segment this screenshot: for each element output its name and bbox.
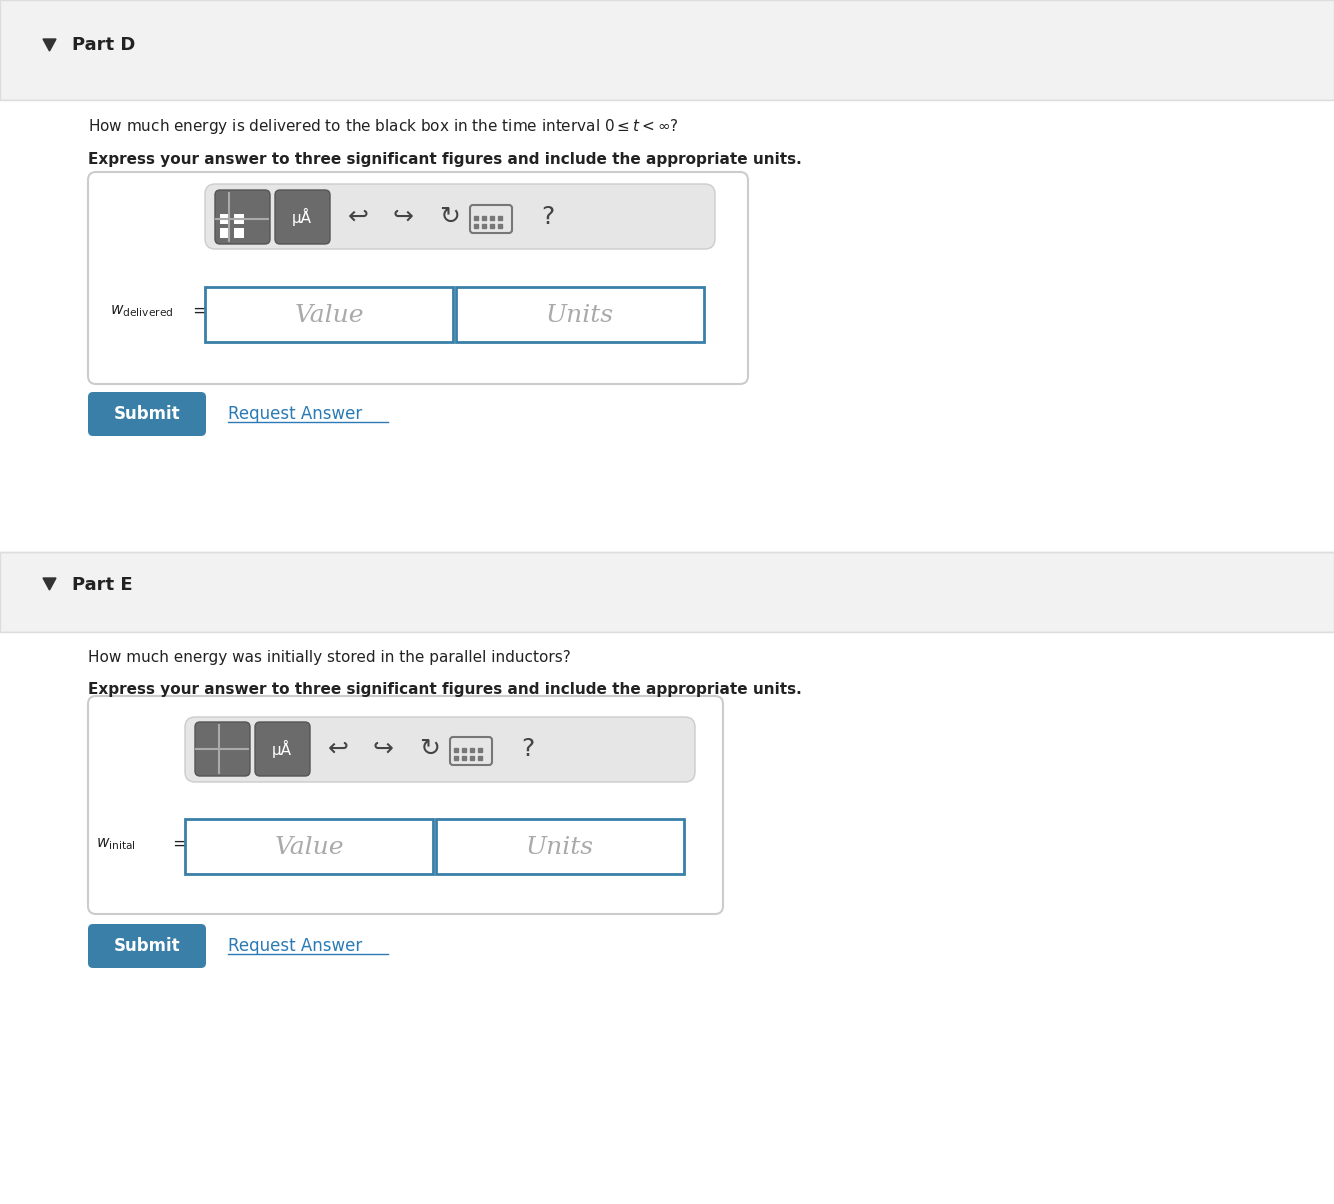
Text: Part E: Part E [72,576,132,594]
FancyBboxPatch shape [185,718,695,783]
Text: ↻: ↻ [419,737,440,761]
Text: Value: Value [295,303,364,326]
Bar [233,214,244,224]
FancyBboxPatch shape [255,722,309,777]
FancyBboxPatch shape [275,190,329,244]
Bar [205,287,454,342]
Text: ↪: ↪ [372,737,394,761]
Text: Value: Value [275,836,344,858]
Bar [0,0,1334,100]
Text: ?: ? [522,737,535,761]
Text: μÅ: μÅ [272,740,292,759]
Text: ↪: ↪ [392,205,414,229]
Bar [220,228,229,238]
FancyBboxPatch shape [88,696,723,914]
FancyBboxPatch shape [195,722,249,777]
Text: ↻: ↻ [439,205,460,229]
Text: Units: Units [546,303,614,326]
Text: μÅ: μÅ [292,208,312,226]
Text: Units: Units [526,836,594,858]
Bar [0,632,1334,1204]
Text: =: = [192,302,207,320]
Polygon shape [43,39,56,51]
FancyBboxPatch shape [88,393,205,436]
Text: Request Answer: Request Answer [228,937,363,955]
Text: $w_{\mathrm{delivered}}$: $w_{\mathrm{delivered}}$ [109,303,173,319]
Text: $w_{\mathrm{inital}}$: $w_{\mathrm{inital}}$ [96,836,136,852]
FancyBboxPatch shape [205,184,715,249]
Bar [0,100,1334,604]
Text: Express your answer to three significant figures and include the appropriate uni: Express your answer to three significant… [88,681,802,697]
Bar [436,819,684,874]
FancyBboxPatch shape [215,190,269,244]
Bar [220,214,229,224]
Text: Submit: Submit [113,937,180,955]
Text: ↩: ↩ [328,737,348,761]
FancyBboxPatch shape [88,923,205,968]
FancyBboxPatch shape [88,172,748,384]
Text: Express your answer to three significant figures and include the appropriate uni: Express your answer to three significant… [88,152,802,167]
Text: ?: ? [542,205,555,229]
Text: How much energy was initially stored in the parallel inductors?: How much energy was initially stored in … [88,650,571,665]
Text: =: = [172,836,187,852]
Bar [185,819,434,874]
Polygon shape [43,578,56,590]
Bar [0,551,1334,632]
Text: ↩: ↩ [347,205,368,229]
Text: Request Answer: Request Answer [228,405,363,423]
Bar [456,287,704,342]
Text: Part D: Part D [72,36,135,54]
Bar [233,228,244,238]
Text: How much energy is delivered to the black box in the time interval $0 \leq t < \: How much energy is delivered to the blac… [88,117,679,136]
Text: Submit: Submit [113,405,180,423]
